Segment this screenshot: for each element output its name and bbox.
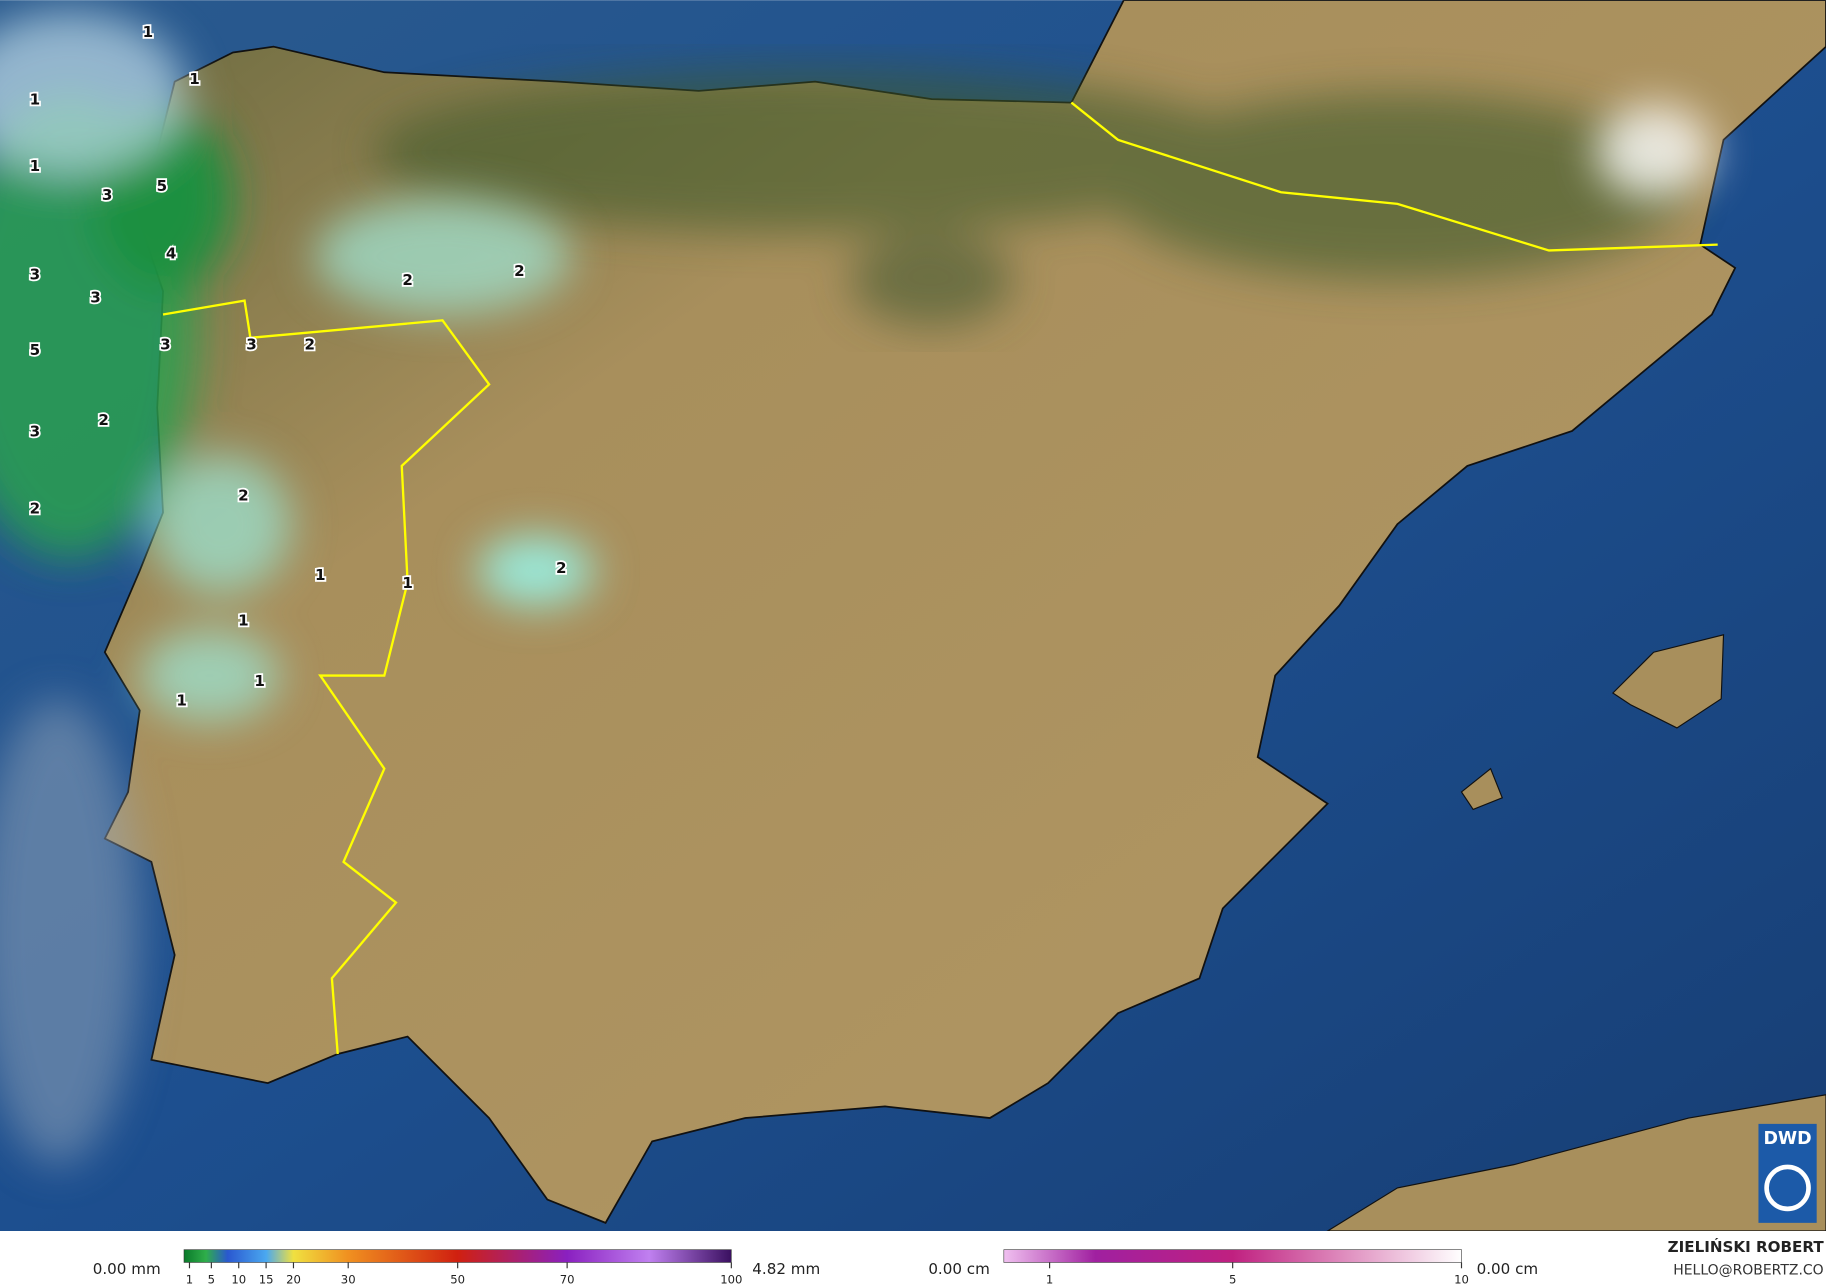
- precip-label: 1: [176, 692, 187, 710]
- precip-label: 2: [98, 411, 109, 429]
- rain-colorbar: [183, 1249, 732, 1263]
- snow-colorbar: [1003, 1249, 1462, 1263]
- precip-label: 3: [30, 423, 41, 441]
- iberia-land: [103, 0, 1826, 1224]
- colorbar-tick-label: 70: [560, 1272, 575, 1286]
- precip-label: 1: [402, 574, 413, 592]
- precip-label: 2: [238, 487, 249, 505]
- precip-label: 1: [238, 611, 249, 629]
- precip-label: 1: [254, 672, 265, 690]
- colorbar-tick-label: 5: [208, 1272, 215, 1286]
- precip-label: 3: [246, 335, 257, 353]
- snow-min: 0.00 cm: [928, 1260, 990, 1278]
- precip-label: 2: [556, 559, 567, 577]
- precip-label: 2: [305, 335, 316, 353]
- colorbar-tick-label: 10: [231, 1272, 246, 1286]
- precip-label: 2: [402, 271, 413, 289]
- mallorca: [1611, 634, 1725, 729]
- precip-label: 1: [315, 566, 326, 584]
- colorbar-tick-label: 1: [186, 1272, 193, 1286]
- colorbar-tick-label: 50: [450, 1272, 465, 1286]
- precip-label: 3: [90, 289, 101, 307]
- colorbar-tick-label: 1: [1046, 1272, 1053, 1286]
- border-es-pt: [162, 299, 491, 1055]
- colorbar-tick-label: 30: [341, 1272, 356, 1286]
- colorbar-tick-label: 15: [259, 1272, 274, 1286]
- credit-name: ZIELIŃSKI ROBERT: [1668, 1237, 1825, 1256]
- precip-label: 1: [143, 23, 154, 41]
- precip-label: 2: [514, 262, 525, 280]
- colorbar-tick-label: 10: [1454, 1272, 1469, 1286]
- north-africa: [1326, 1094, 1826, 1232]
- precipitation-field: [0, 11, 1712, 1165]
- border-es-fr: [1070, 101, 1718, 252]
- map-layer: 1 1 1 1 5 3 4 3 3 2 2 3 3 2 5 2 3 2 2 2 1 1 1 1 1 DWD: [0, 0, 1826, 1232]
- precip-label: 3: [160, 335, 171, 353]
- precip-label: 2: [30, 499, 41, 517]
- ibiza: [1460, 767, 1504, 811]
- rain-max: 4.82 mm: [752, 1260, 820, 1278]
- rain-min: 0.00 mm: [93, 1260, 161, 1278]
- colorbar-tick-label: 20: [286, 1272, 301, 1286]
- logo-swirl: [1764, 1164, 1811, 1212]
- precip-label: 1: [30, 157, 41, 175]
- credit-email: HELLO@ROBERTZ.CO: [1673, 1263, 1823, 1279]
- colorbar-tick-label: 100: [720, 1272, 742, 1286]
- precip-label: 3: [30, 265, 41, 283]
- precip-label: 1: [30, 91, 41, 109]
- snow-max: 0.00 cm: [1477, 1260, 1539, 1278]
- precip-label: 1: [189, 70, 200, 88]
- precip-label: 5: [30, 341, 41, 359]
- logo-box: [1758, 1123, 1817, 1223]
- vegetation: [372, 69, 1689, 327]
- precip-label: 3: [102, 186, 113, 204]
- precip-label: 5: [157, 177, 168, 195]
- logo-text: DWD: [1763, 1129, 1811, 1149]
- colorbar-tick-label: 5: [1229, 1272, 1236, 1286]
- precip-label: 4: [166, 244, 177, 262]
